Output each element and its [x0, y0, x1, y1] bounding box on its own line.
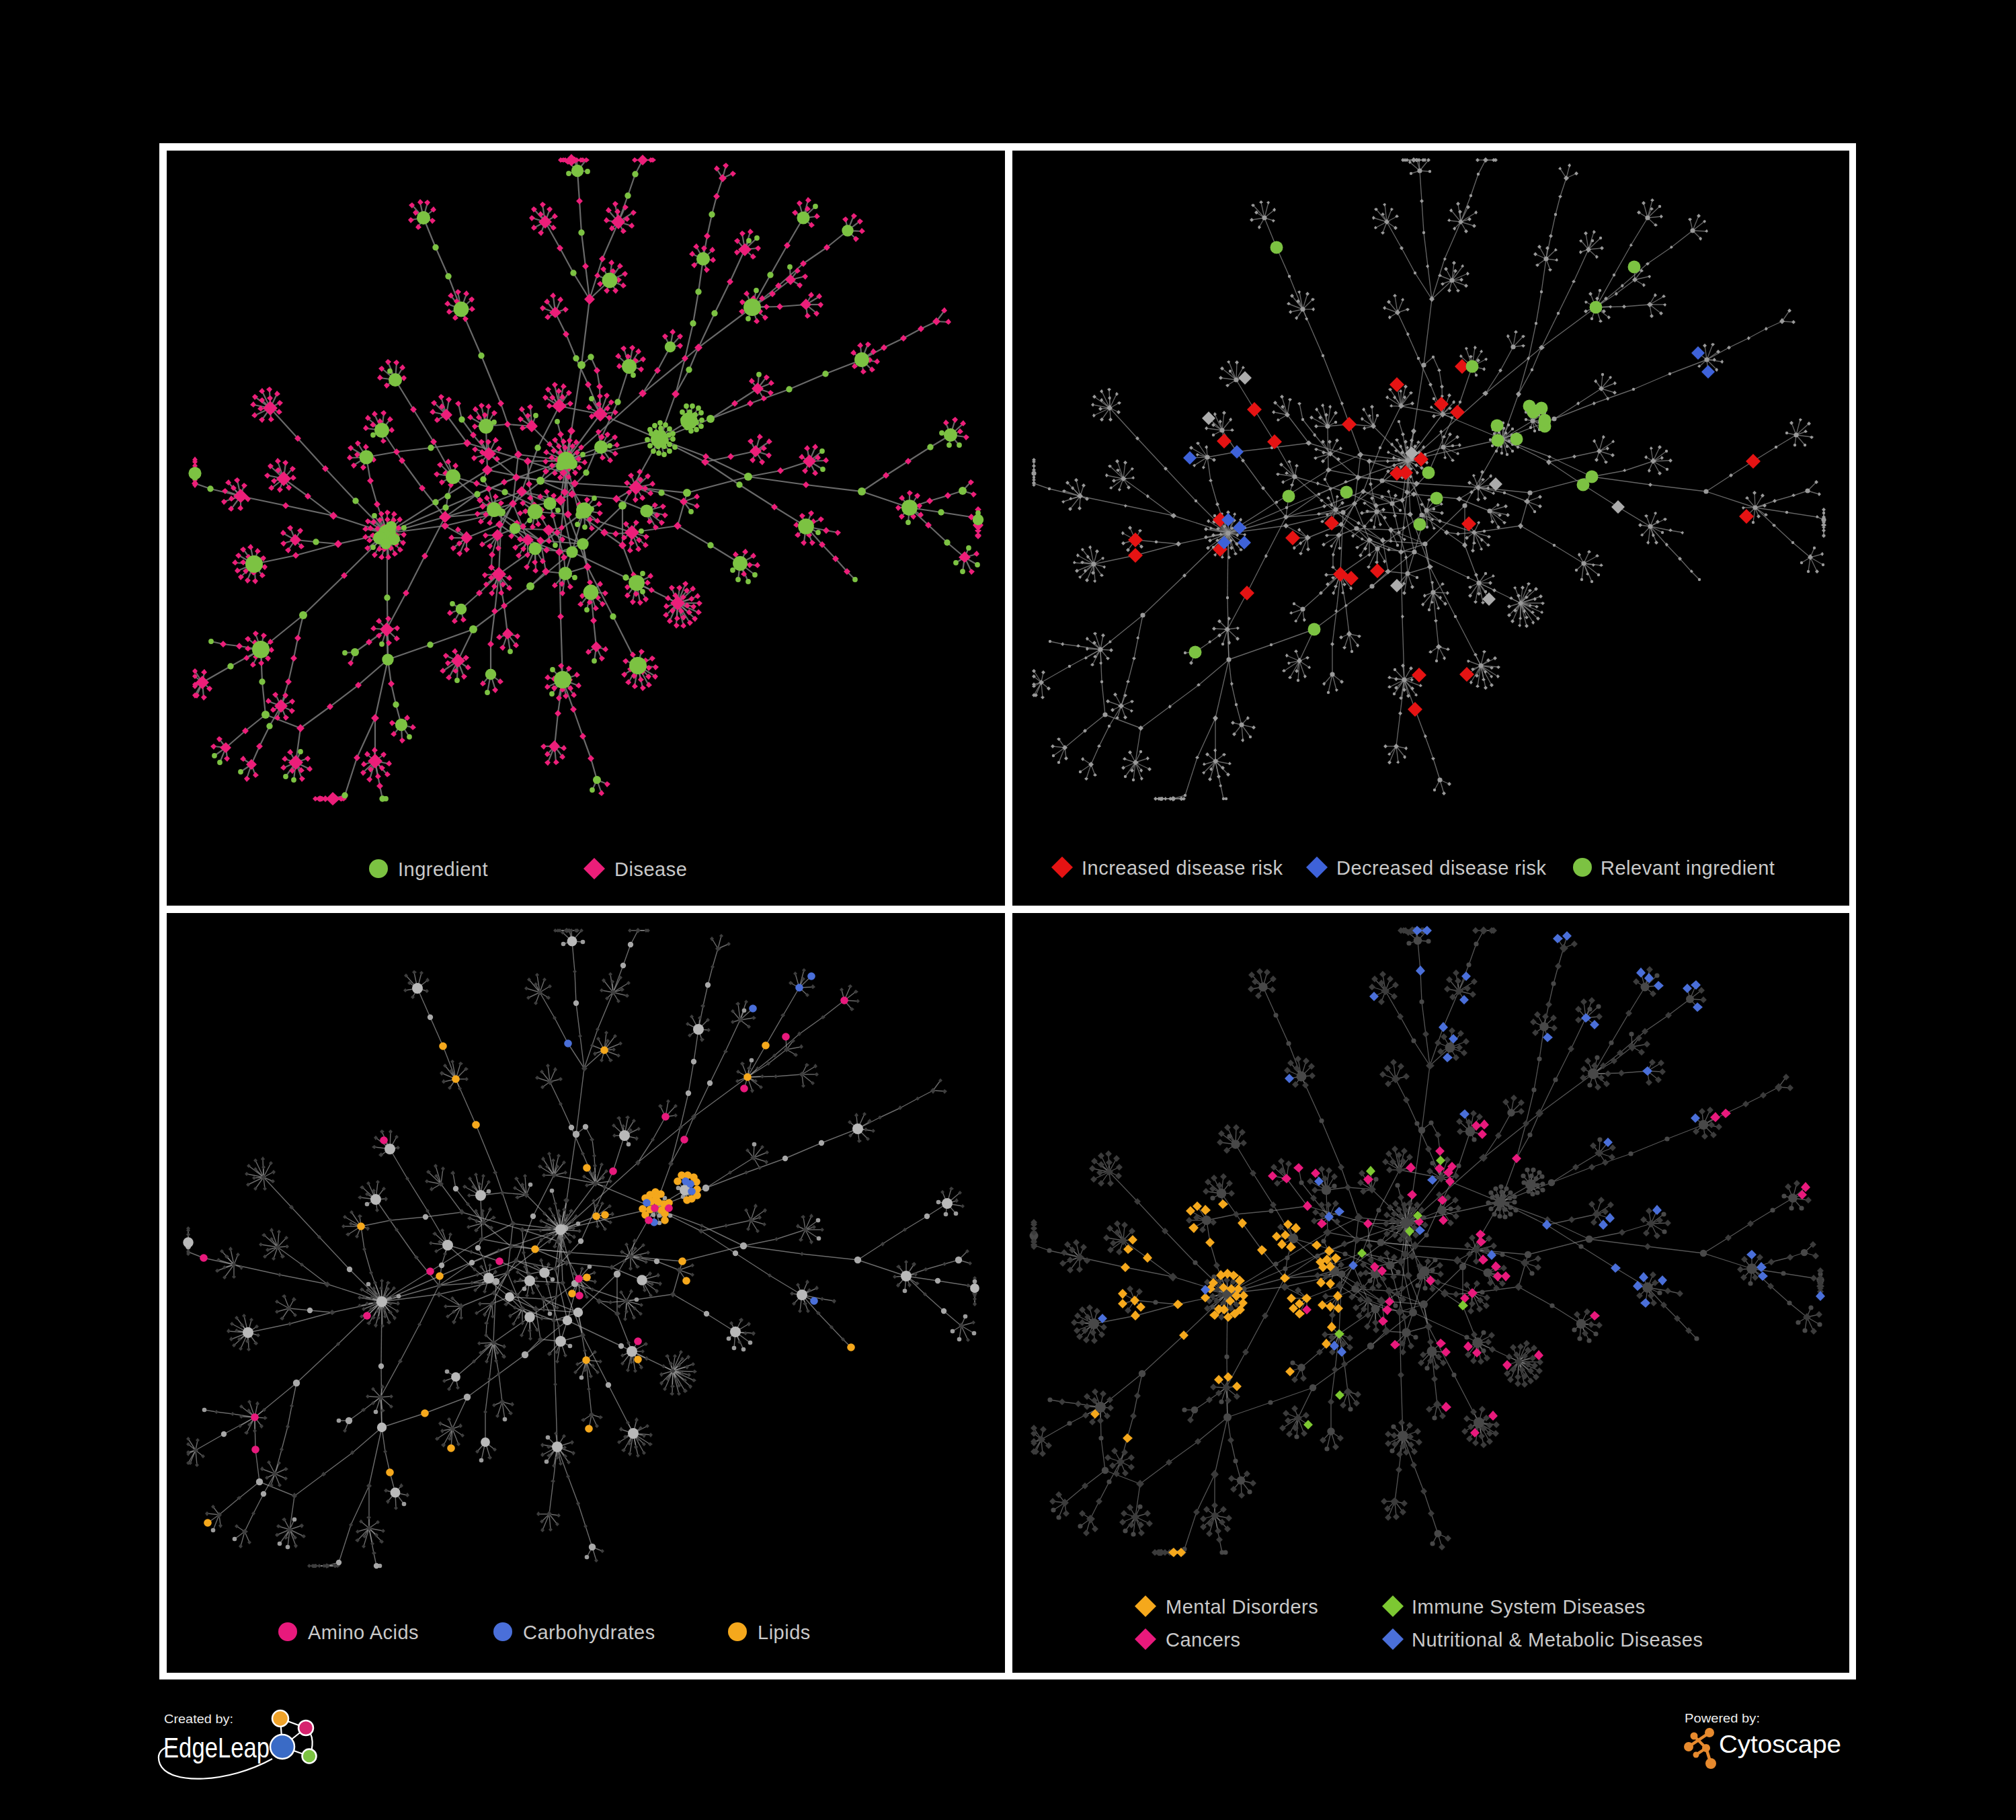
svg-text:Cancers: Cancers	[1166, 1629, 1241, 1651]
svg-text:Amino Acids: Amino Acids	[308, 1622, 419, 1643]
svg-text:Mental Disorders: Mental Disorders	[1166, 1596, 1318, 1618]
svg-text:EdgeLeap: EdgeLeap	[163, 1731, 270, 1764]
svg-text:Immune System Diseases: Immune System Diseases	[1412, 1596, 1646, 1618]
svg-text:Decreased disease risk: Decreased disease risk	[1336, 857, 1546, 879]
svg-text:Relevant ingredient: Relevant ingredient	[1601, 857, 1775, 879]
svg-text:Carbohydrates: Carbohydrates	[523, 1622, 655, 1643]
svg-text:Created by:: Created by:	[164, 1712, 233, 1726]
svg-text:Powered by:: Powered by:	[1685, 1712, 1760, 1725]
svg-text:Increased disease risk: Increased disease risk	[1082, 857, 1283, 879]
svg-text:Nutritional & Metabolic Diseas: Nutritional & Metabolic Diseases	[1412, 1629, 1703, 1651]
svg-text:Ingredient: Ingredient	[398, 859, 488, 880]
svg-text:Lipids: Lipids	[758, 1622, 811, 1643]
svg-text:Disease: Disease	[614, 859, 687, 880]
svg-text:Cytoscape: Cytoscape	[1719, 1731, 1841, 1758]
